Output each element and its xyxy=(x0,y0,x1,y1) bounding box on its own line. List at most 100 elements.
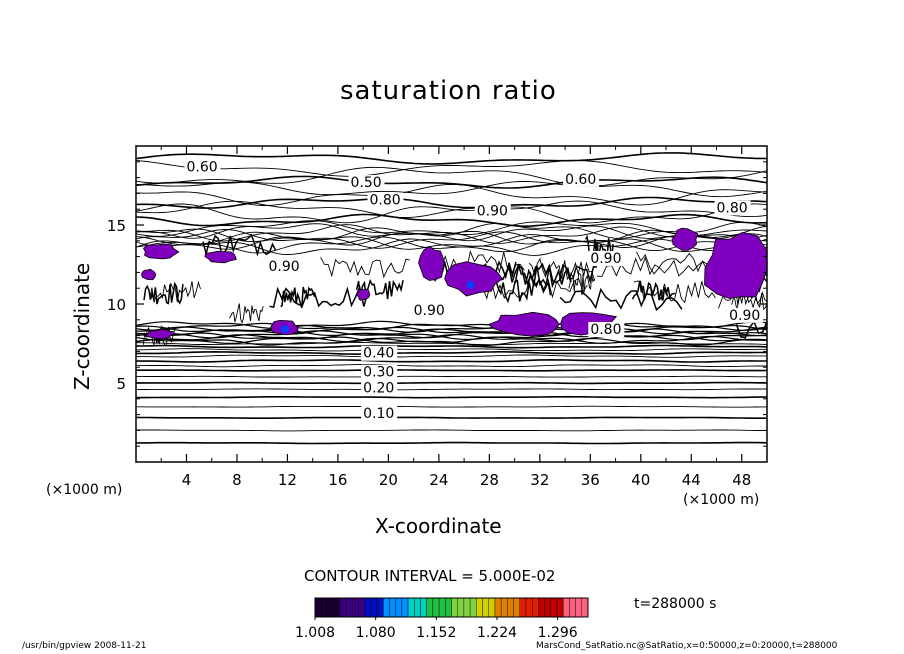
x-tick-label: 16 xyxy=(328,471,347,489)
colorbar-cell xyxy=(358,597,365,618)
contour-line xyxy=(528,257,596,281)
contour-line xyxy=(136,229,767,246)
colorbar-cell xyxy=(457,597,465,618)
colorbar-cell xyxy=(364,597,372,618)
contour-line xyxy=(355,278,404,301)
contour-line xyxy=(493,278,552,304)
supersaturated-region xyxy=(671,227,699,251)
contour-label: 0.20 xyxy=(363,380,394,396)
colorbar-cell xyxy=(432,597,440,618)
contour-label: 0.50 xyxy=(351,175,382,191)
contour-label-bg xyxy=(361,345,398,361)
contour-label-bg xyxy=(563,171,600,187)
colorbar-cell xyxy=(538,597,545,618)
contour-line xyxy=(149,280,201,303)
supersaturated-region xyxy=(444,261,503,297)
contour-label-bg xyxy=(367,192,404,208)
contour-line xyxy=(136,348,767,352)
contour-line xyxy=(280,286,316,309)
contour-line xyxy=(136,231,767,249)
colorbar-tick-label: 1.008 xyxy=(295,625,335,641)
colorbar-cell xyxy=(556,597,564,618)
supersaturated-region xyxy=(142,243,180,260)
colorbar-cell xyxy=(438,597,446,618)
supersaturated-region xyxy=(145,328,175,340)
contour-line xyxy=(136,196,767,209)
y-tick-label: 5 xyxy=(116,375,126,393)
contour-line xyxy=(136,416,767,419)
supersaturated-region xyxy=(204,250,237,264)
contour-line xyxy=(136,234,767,252)
supersaturated-region xyxy=(141,268,157,281)
contour-label-bg xyxy=(714,200,751,216)
colorbar-tick-label: 1.152 xyxy=(416,625,456,641)
contour-line xyxy=(143,281,184,305)
contour-label-bg xyxy=(411,303,448,319)
contour-line xyxy=(136,152,767,165)
contour-line xyxy=(136,335,767,345)
x-tick-label: 44 xyxy=(682,471,701,489)
x-tick-label: 48 xyxy=(732,471,751,489)
colorbar-cell xyxy=(562,597,570,618)
contour-line xyxy=(229,303,264,324)
high-saturation-spot xyxy=(280,325,289,334)
x-tick-label: 8 xyxy=(232,471,242,489)
contour-label-bg xyxy=(184,159,221,175)
supersaturated-region xyxy=(704,231,767,299)
colorbar-tick-label: 1.224 xyxy=(477,625,517,641)
contour-interval-label: CONTOUR INTERVAL = 5.000E-02 xyxy=(304,567,556,585)
colorbar-cell xyxy=(525,597,533,618)
colorbar-cell xyxy=(507,597,514,618)
footer-command: /usr/bin/gpview 2008-11-21 xyxy=(22,641,147,651)
colorbar-cell xyxy=(370,597,378,618)
contour-line xyxy=(136,364,767,368)
contour-line xyxy=(559,287,683,312)
contour-label: 0.90 xyxy=(590,251,621,267)
colorbar-cell xyxy=(575,597,582,618)
colorbar-cell xyxy=(327,597,334,618)
contour-line xyxy=(136,375,767,378)
contour-line xyxy=(136,358,767,363)
x-tick-label: 28 xyxy=(480,471,499,489)
contour-line xyxy=(136,429,767,432)
colorbar-cell xyxy=(581,597,589,618)
contour-label: 0.90 xyxy=(414,303,445,319)
contour-lines: 0.60 0.50 0.60 0.80 0.90 0.80 0.90 0.90 0.90 0.90… xyxy=(136,152,767,445)
colorbar-cell xyxy=(407,597,415,618)
contour-line xyxy=(136,166,767,187)
colorbar-cell xyxy=(550,597,558,618)
colorbar-cell xyxy=(420,597,427,618)
contour-label: 0.90 xyxy=(269,259,300,275)
contour-label: 0.90 xyxy=(477,204,508,220)
contour-line xyxy=(136,238,767,256)
contour-line xyxy=(136,405,767,408)
x-tick-label: 12 xyxy=(278,471,297,489)
colorbar-cell xyxy=(500,597,508,618)
contour-label: 0.10 xyxy=(363,406,394,422)
colorbar-cell xyxy=(476,597,483,618)
contour-line xyxy=(136,181,767,198)
colorbar-cell xyxy=(333,597,341,618)
contour-label-bg xyxy=(474,203,511,219)
x-tick-label: 24 xyxy=(429,471,448,489)
contour-line xyxy=(136,203,767,224)
colorbar-frame xyxy=(314,597,589,618)
contour-line xyxy=(136,441,767,445)
colorbar-cell xyxy=(345,597,353,618)
contour-line xyxy=(136,320,767,329)
colorbar-cell xyxy=(352,597,359,618)
colorbar-cell xyxy=(321,597,328,618)
contour-label: 0.60 xyxy=(565,172,596,188)
contour-line xyxy=(136,226,767,244)
contour-label-bg xyxy=(266,258,303,274)
colorbar-cell xyxy=(531,597,539,618)
contour-line xyxy=(136,350,767,356)
colorbar-cell xyxy=(414,597,421,618)
footer-file-info: MarsCond_SatRatio.nc@SatRatio,x=0:50000,… xyxy=(536,641,838,651)
colorbar-tick-label: 1.296 xyxy=(538,625,578,641)
y-axis-label: Z-coordinate xyxy=(70,262,94,390)
contour-line xyxy=(136,221,767,239)
colorbar-cell xyxy=(469,597,477,618)
colorbar-cell xyxy=(339,597,347,618)
contour-line xyxy=(136,236,767,254)
